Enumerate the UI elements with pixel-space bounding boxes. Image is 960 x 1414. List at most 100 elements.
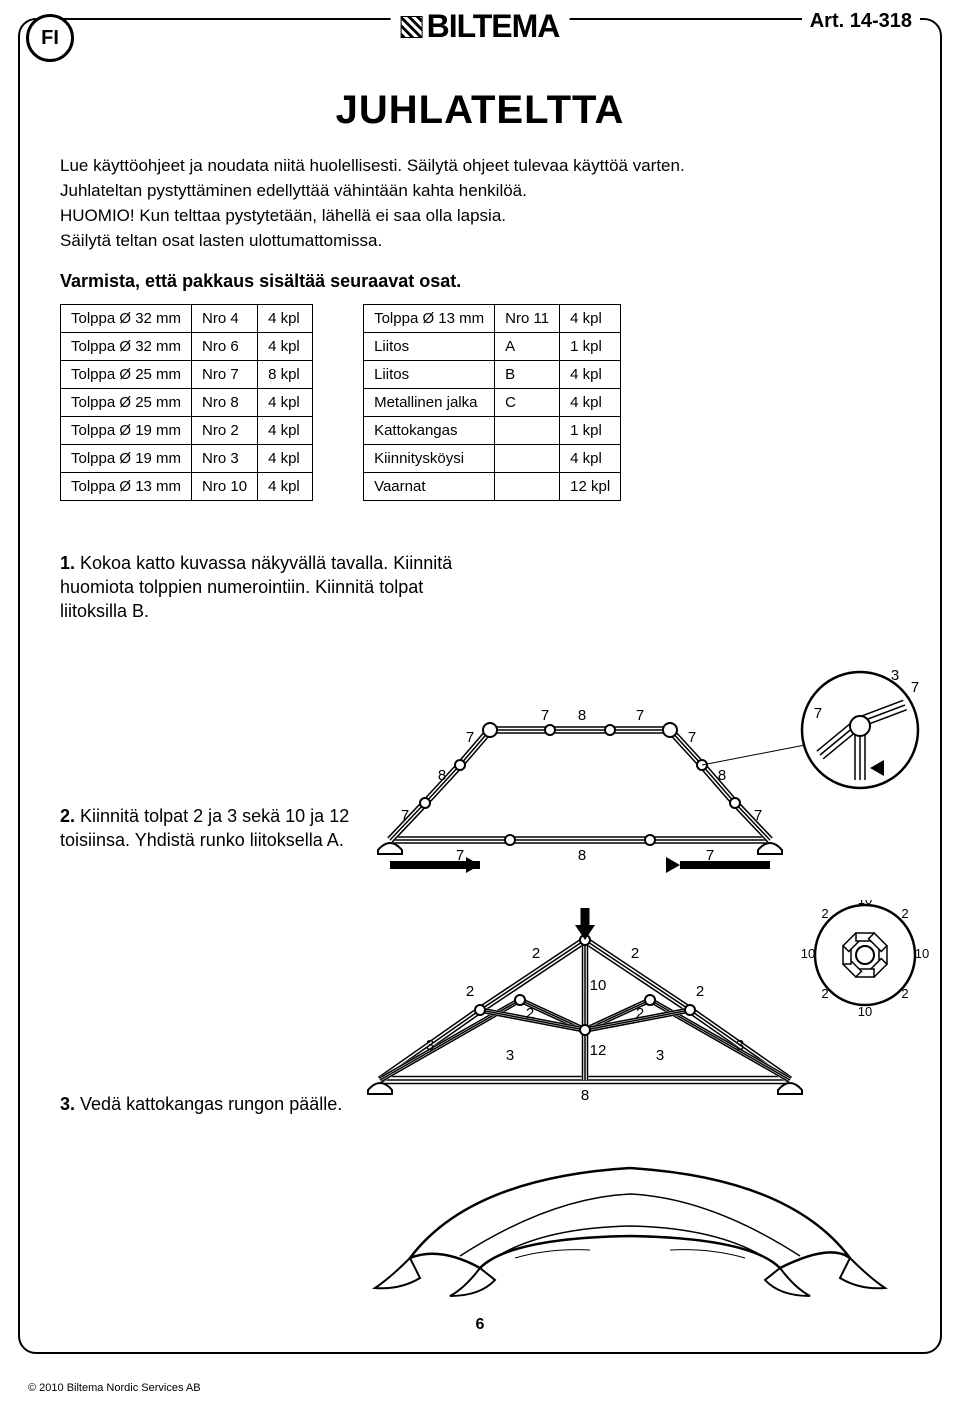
svg-text:2: 2	[901, 906, 908, 921]
svg-text:8: 8	[718, 767, 726, 784]
table-cell: 8 kpl	[258, 360, 313, 388]
table-row: LiitosB4 kpl	[364, 360, 621, 388]
intro-line: HUOMIO! Kun telttaa pystytetään, lähellä…	[60, 205, 900, 228]
brand-text: BILTEMA	[427, 8, 560, 45]
svg-text:2: 2	[526, 1005, 534, 1022]
parts-table-2: Tolppa Ø 13 mmNro 114 kplLiitosA1 kplLii…	[363, 304, 621, 501]
table-cell: Kiinnitysköysi	[364, 444, 495, 472]
table-row: Kiinnitysköysi 4 kpl	[364, 444, 621, 472]
svg-text:7: 7	[636, 707, 644, 724]
svg-text:3: 3	[426, 1037, 434, 1054]
table-cell: 4 kpl	[258, 332, 313, 360]
svg-text:7: 7	[456, 847, 464, 864]
parts-table-1: Tolppa Ø 32 mmNro 44 kplTolppa Ø 32 mmNr…	[60, 304, 313, 501]
table-cell: Nro 6	[192, 332, 258, 360]
table-cell: Tolppa Ø 13 mm	[61, 472, 192, 500]
table-cell: 4 kpl	[258, 416, 313, 444]
table-row: Kattokangas1 kpl	[364, 416, 621, 444]
table-row: Metallinen jalkaC4 kpl	[364, 388, 621, 416]
intro-line: Juhlateltan pystyttäminen edellyttää väh…	[60, 180, 900, 203]
svg-text:2: 2	[631, 945, 639, 962]
step-1-number: 1.	[60, 553, 75, 573]
table-cell	[495, 444, 560, 472]
step-3-number: 3.	[60, 1094, 75, 1114]
article-number: Art. 14-318	[802, 10, 920, 33]
svg-text:7: 7	[688, 729, 696, 746]
table-row: Tolppa Ø 13 mmNro 114 kpl	[364, 304, 621, 332]
table-cell: 4 kpl	[258, 444, 313, 472]
svg-text:2: 2	[466, 983, 474, 1000]
table-cell: Tolppa Ø 32 mm	[61, 304, 192, 332]
intro-line: Säilytä teltan osat lasten ulottumattomi…	[60, 230, 900, 253]
svg-text:7: 7	[911, 679, 919, 696]
table-row: Tolppa Ø 13 mmNro 104 kpl	[61, 472, 313, 500]
svg-text:3: 3	[736, 1037, 744, 1054]
table-cell: Nro 7	[192, 360, 258, 388]
step-2-text: Kiinnitä tolpat 2 ja 3 sekä 10 ja 12 toi…	[60, 806, 349, 850]
table-cell: Nro 2	[192, 416, 258, 444]
table-cell: 4 kpl	[560, 360, 621, 388]
table-cell: Kattokangas	[364, 416, 495, 444]
svg-text:2: 2	[901, 986, 908, 1001]
table-cell: Nro 8	[192, 388, 258, 416]
page-frame: FI BILTEMA Art. 14-318 JUHLATELTTA Lue k…	[18, 18, 942, 1354]
table-cell: Nro 3	[192, 444, 258, 472]
table-cell: 4 kpl	[258, 472, 313, 500]
table-cell: Metallinen jalka	[364, 388, 495, 416]
table-row: Vaarnat12 kpl	[364, 472, 621, 500]
parts-tables: Tolppa Ø 32 mmNro 44 kplTolppa Ø 32 mmNr…	[60, 304, 900, 501]
table-row: LiitosA1 kpl	[364, 332, 621, 360]
table-cell: 4 kpl	[258, 304, 313, 332]
table-cell: Tolppa Ø 32 mm	[61, 332, 192, 360]
table-cell: Tolppa Ø 19 mm	[61, 416, 192, 444]
svg-text:2: 2	[532, 945, 540, 962]
table-row: Tolppa Ø 19 mmNro 34 kpl	[61, 444, 313, 472]
brand-logo: BILTEMA	[391, 8, 570, 45]
language-badge: FI	[26, 14, 74, 62]
table-cell	[495, 416, 560, 444]
step-1-text: Kokoa katto kuvassa näkyvällä tavalla. K…	[60, 553, 452, 622]
intro-block: Lue käyttöohjeet ja noudata niitä huolel…	[60, 155, 900, 253]
table-cell: 12 kpl	[560, 472, 621, 500]
table-cell: Liitos	[364, 332, 495, 360]
table-cell: Nro 4	[192, 304, 258, 332]
table-cell: A	[495, 332, 560, 360]
copyright: © 2010 Biltema Nordic Services AB	[28, 1382, 201, 1394]
step-3-text: Vedä kattokangas rungon päälle.	[80, 1094, 342, 1114]
table-cell: 4 kpl	[258, 388, 313, 416]
intro-line: Lue käyttöohjeet ja noudata niitä huolel…	[60, 155, 900, 178]
table-cell: Tolppa Ø 19 mm	[61, 444, 192, 472]
table-cell: 4 kpl	[560, 444, 621, 472]
table-row: Tolppa Ø 25 mmNro 78 kpl	[61, 360, 313, 388]
language-code: FI	[41, 27, 59, 50]
page-number: 6	[464, 1316, 497, 1334]
svg-text:2: 2	[821, 986, 828, 1001]
svg-text:7: 7	[706, 847, 714, 864]
table-row: Tolppa Ø 32 mmNro 44 kpl	[61, 304, 313, 332]
table-row: Tolppa Ø 25 mmNro 84 kpl	[61, 388, 313, 416]
table-cell: 4 kpl	[560, 388, 621, 416]
svg-text:8: 8	[438, 767, 446, 784]
svg-text:7: 7	[814, 705, 822, 722]
svg-text:3: 3	[506, 1047, 514, 1064]
table-row: Tolppa Ø 32 mmNro 64 kpl	[61, 332, 313, 360]
svg-text:8: 8	[578, 707, 586, 724]
table-row: Tolppa Ø 19 mmNro 24 kpl	[61, 416, 313, 444]
step-1: 1. Kokoa katto kuvassa näkyvällä tavalla…	[60, 551, 480, 624]
svg-text:8: 8	[581, 1087, 589, 1104]
svg-text:12: 12	[590, 1042, 607, 1059]
svg-text:10: 10	[858, 1004, 872, 1019]
svg-text:2: 2	[821, 906, 828, 921]
svg-text:7: 7	[541, 707, 549, 724]
table-cell	[495, 472, 560, 500]
table-cell: Tolppa Ø 25 mm	[61, 388, 192, 416]
diagram-frame-connector: 221022223333128102210102210	[350, 900, 930, 1120]
step-2-number: 2.	[60, 806, 75, 826]
product-title: JUHLATELTTA	[60, 88, 900, 133]
table-cell: Tolppa Ø 25 mm	[61, 360, 192, 388]
svg-text:2: 2	[696, 983, 704, 1000]
svg-text:3: 3	[891, 667, 899, 684]
svg-text:7: 7	[401, 807, 409, 824]
svg-text:3: 3	[656, 1047, 664, 1064]
table-cell: Nro 11	[495, 304, 560, 332]
